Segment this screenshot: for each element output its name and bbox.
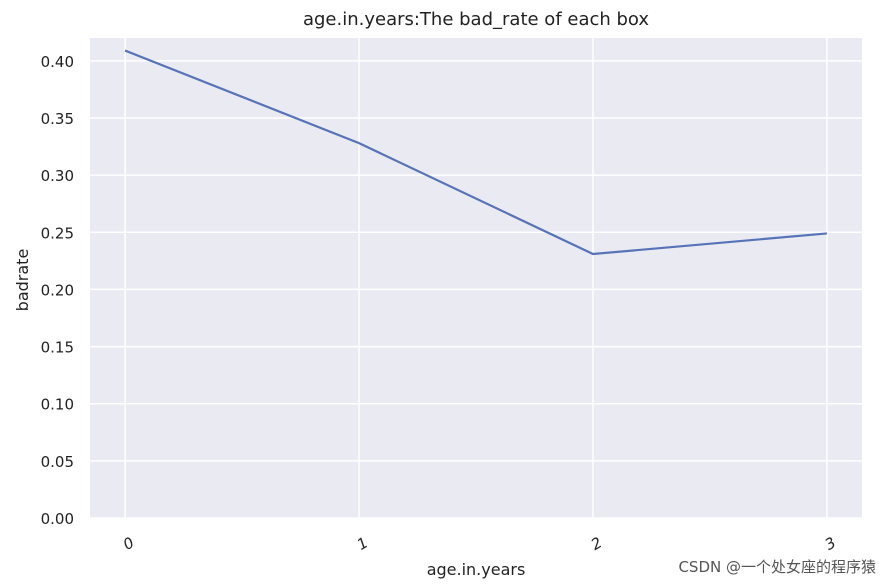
series-group <box>124 49 828 256</box>
series-line <box>124 49 828 256</box>
chart-title: age.in.years:The bad_rate of each box <box>303 9 649 30</box>
y-axis-label: badrate <box>13 249 32 312</box>
watermark: CSDN @一个处女座的程序猿 <box>678 558 876 576</box>
x-tick-labels: 0 1 2 3 <box>120 533 839 553</box>
y-tick-label: 0.05 <box>41 453 74 471</box>
y-tick-label: 0.20 <box>41 281 74 299</box>
x-axis-label: age.in.years <box>427 560 526 579</box>
x-tick-label: 0 <box>120 533 137 553</box>
y-tick-label: 0.30 <box>41 167 74 185</box>
x-tick-label: 1 <box>354 533 371 553</box>
grid-lines <box>90 38 862 519</box>
x-tick-label: 3 <box>822 533 839 553</box>
y-tick-label: 0.00 <box>41 510 74 528</box>
plot-background <box>90 38 862 518</box>
y-tick-label: 0.40 <box>41 53 74 71</box>
y-tick-label: 0.10 <box>41 396 74 414</box>
y-tick-label: 0.15 <box>41 339 74 357</box>
x-tick-label: 2 <box>588 533 605 553</box>
y-tick-label: 0.35 <box>41 110 74 128</box>
y-tick-label: 0.25 <box>41 224 74 242</box>
y-tick-labels: 0.00 0.05 0.10 0.15 0.20 0.25 0.30 0.35 0.40 <box>41 53 74 528</box>
